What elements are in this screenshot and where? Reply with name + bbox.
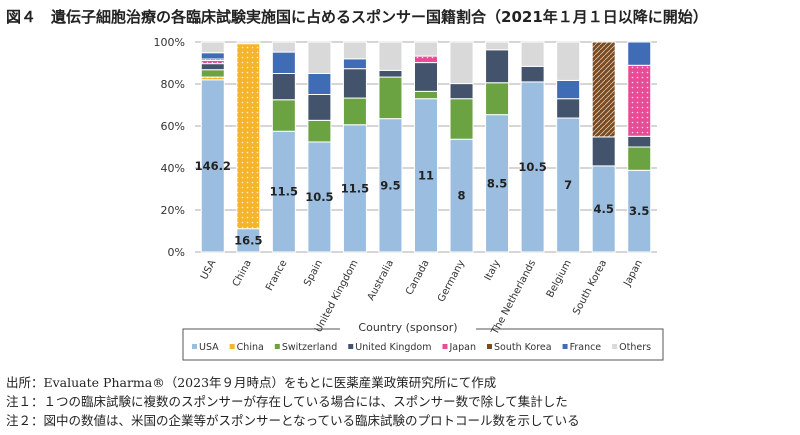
legend-item: Switzerland [282, 342, 337, 353]
legend-item: France [570, 342, 602, 353]
bar-segment-united-kingdom [307, 94, 332, 121]
legend-swatch [348, 344, 354, 349]
bar-pattern [201, 77, 225, 80]
data-label: 4.5 [594, 202, 614, 216]
bar-segment-switzerland [307, 119, 332, 143]
x-tick-label: Italy [483, 258, 503, 282]
legend-item: United Kingdom [355, 342, 431, 353]
note-1: 注１：１つの臨床試験に複数のスポンサーが存在している場合には、スポンサー数で除し… [6, 394, 568, 409]
bar-segment-switzerland [378, 76, 403, 120]
bar-segment-france [307, 73, 332, 95]
data-label: 9.5 [380, 178, 400, 192]
bar-segment-united-kingdom [485, 49, 510, 84]
bar-segment-france [271, 51, 296, 74]
y-tick-label: 60% [161, 120, 185, 133]
bar-segment-switzerland [200, 69, 225, 78]
data-label: 10.5 [305, 190, 333, 204]
bar-segment-others [449, 41, 474, 85]
figure-title: 図４ 遺伝子細胞治療の各臨床試験実施国に占めるスポンサー国籍割合（2021年１月… [6, 8, 708, 26]
bar-segment-united-kingdom [627, 135, 652, 148]
data-label: 11.5 [270, 185, 298, 199]
source-note: 出所：Evaluate Pharma®（2023年９月時点）をもとに医薬産業政策… [6, 375, 497, 390]
x-tick-label: France [264, 258, 289, 293]
bar-segment-others [271, 41, 296, 53]
bar-segment-united-kingdom [591, 136, 616, 167]
data-label: 11.5 [341, 181, 369, 195]
y-tick-label: 40% [161, 162, 185, 175]
bar-pattern [201, 60, 225, 64]
bar-segment-france [342, 58, 367, 70]
y-tick-label: 0% [168, 246, 185, 259]
data-label: 16.5 [234, 233, 262, 247]
x-tick-label: Canada [404, 258, 432, 297]
y-tick-label: 80% [161, 78, 185, 91]
legend-swatch [612, 344, 618, 349]
x-tick-label: China [231, 258, 254, 288]
bar-segment-united-kingdom [520, 65, 545, 83]
note-2: 注２：図中の数値は、米国の企業等がスポンサーとなっている臨床試験のプロトコール数… [6, 413, 580, 428]
legend-swatch [229, 344, 235, 349]
legend-swatch [192, 344, 197, 349]
bar-segment-others [556, 41, 581, 81]
bar-segment-united-kingdom [342, 68, 367, 99]
legend-item: China [237, 342, 264, 353]
bar-segment-others [414, 41, 438, 57]
bar-segment-united-kingdom [378, 69, 403, 78]
legend-item: USA [199, 342, 219, 353]
x-tick-label: Japan [622, 258, 645, 289]
data-label: 11 [418, 168, 434, 182]
bar-segment-united-kingdom [556, 98, 581, 119]
y-tick-label: 20% [161, 204, 185, 217]
x-tick-label: Belgium [545, 258, 574, 299]
bar-segment-united-kingdom [449, 83, 474, 100]
bar-pattern [592, 42, 616, 137]
bar-segment-united-kingdom [271, 73, 296, 101]
bar-segment-switzerland [414, 90, 438, 100]
x-tick-label: Germany [436, 258, 467, 304]
bar-segment-united-kingdom [414, 62, 438, 92]
bar-pattern [414, 56, 438, 63]
legend-swatch [274, 344, 280, 349]
data-label: 10.5 [518, 160, 546, 174]
bar-segment-switzerland [342, 97, 367, 126]
legend-swatch [442, 344, 448, 349]
legend-title: Country (sponsor) [358, 321, 457, 334]
bar-pattern [201, 59, 225, 61]
bar-segment-switzerland [485, 82, 510, 116]
bar-segment-switzerland [627, 146, 652, 171]
data-label: 3.5 [629, 204, 649, 218]
legend-item: Japan [449, 342, 477, 353]
bar-pattern [236, 43, 260, 229]
bar-segment-others [307, 41, 332, 74]
x-tick-label: Spain [302, 258, 325, 288]
data-label: 146.2 [195, 159, 231, 173]
bar-segment-others [485, 41, 510, 51]
bar-segment-others [236, 41, 261, 45]
data-label: 8.5 [487, 176, 507, 190]
bar-pattern [627, 65, 651, 137]
legend-swatch [562, 344, 568, 349]
bar-segment-others [342, 41, 367, 60]
bar-segment-france [556, 79, 581, 100]
stacked-bar-chart: 0% 20% 40% 60% 80% 100% 146.2 16.5 11.5 10.5 11.5… [154, 36, 664, 361]
bar-segment-united-kingdom [200, 63, 225, 71]
legend-item: Others [619, 342, 651, 353]
bar-segment-others [200, 41, 225, 54]
y-tick-label: 100% [154, 36, 185, 49]
x-tick-label: Australia [366, 258, 396, 302]
data-label: 7 [564, 178, 572, 192]
x-tick-label: South Korea [571, 258, 609, 317]
bar-segment-switzerland [449, 98, 474, 140]
legend-item: South Korea [494, 342, 552, 353]
bar-segment-others [378, 41, 403, 71]
data-label: 8 [458, 189, 466, 203]
legend-swatch [487, 344, 492, 349]
bar-segment-switzerland [271, 99, 296, 132]
bar-segment-france [200, 52, 225, 60]
x-tick-label: USA [199, 258, 219, 282]
bar-segment-france [627, 41, 652, 66]
bar-segment-others [520, 41, 545, 67]
